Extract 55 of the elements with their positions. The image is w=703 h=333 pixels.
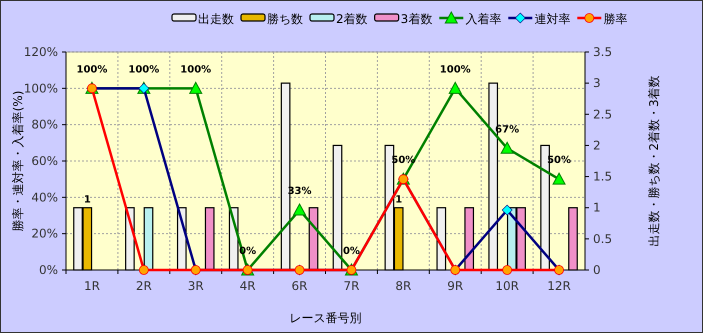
x-axis-title: レース番号別 [290,311,362,325]
y-tick-label: 100% [24,81,58,96]
x-tick-label: 1R [84,279,100,293]
y2-tick-label: 1 [593,200,601,215]
y-tick-label: 0% [38,263,58,277]
y2-tick-label: 3.5 [593,45,612,59]
y2-tick-label: 2.5 [593,107,612,122]
x-tick-label: 2R [136,279,152,293]
y2-axis-title: 出走数・勝ち数・2着数・3着数 [647,75,661,247]
legend-label: 2着数 [336,12,368,26]
y-axis-title: 勝率・連対率・入着率(%) [11,90,25,232]
y-tick-label: 60% [31,154,58,168]
x-tick-label: 9R [447,279,464,293]
y2-tick-label: 0 [593,263,601,277]
data-label: 1 [84,194,91,206]
y2-tick-label: 3 [593,76,601,90]
point [189,82,202,94]
y2-tick-label: 0.5 [593,232,612,246]
legend-label: 3着数 [400,12,432,26]
point [552,172,566,185]
bar [308,207,318,271]
x-tick-label: 8R [395,279,412,293]
y-tick-label: 20% [31,226,58,241]
y2-tick-label: 2 [593,138,601,152]
point [448,82,462,94]
legend-label: 勝率 [603,12,628,26]
y-tick-label: 120% [24,45,58,59]
y-tick-label: 80% [31,118,58,132]
y-tick-label: 40% [31,190,58,204]
x-tick-label: 4R [240,279,256,293]
data-label: 100% [76,64,108,76]
legend-label: 出走数 [198,12,234,26]
point [502,265,512,275]
bar [204,207,215,271]
point [500,142,514,154]
data-label: 100% [128,64,160,76]
x-tick-label: 6R [292,279,308,293]
bar [464,207,474,271]
point [502,204,512,216]
bar [144,207,154,271]
legend-label: 連対率 [534,12,570,26]
bar [332,144,342,271]
data-label: 100% [180,64,212,76]
y2-tick-label: 1.5 [593,170,612,184]
x-tick-label: 3R [188,279,204,293]
data-label: 100% [440,64,471,76]
x-tick-label: 7R [343,279,360,293]
x-tick-label: 10R [495,279,519,293]
point [293,204,306,216]
point [138,265,149,275]
data-label: 0% [342,246,360,257]
legend-label: 入着率 [465,12,502,26]
legend-label: 勝ち数 [267,12,303,26]
data-label: 1 [395,194,402,206]
x-tick-label: 12R [547,279,571,293]
